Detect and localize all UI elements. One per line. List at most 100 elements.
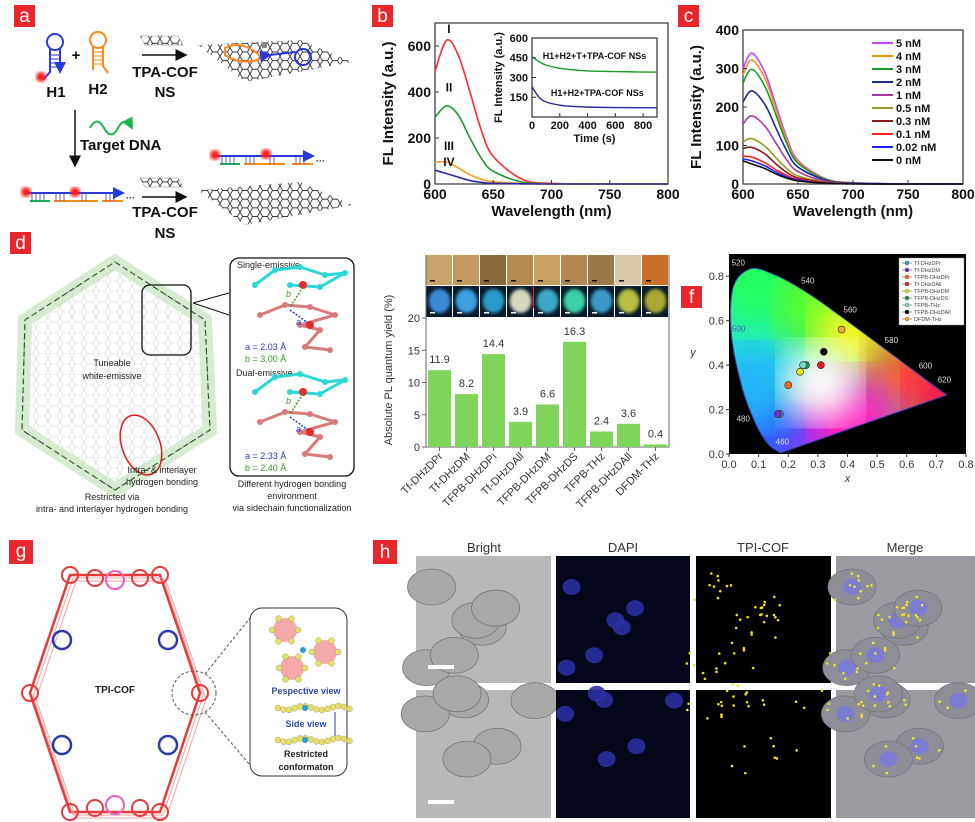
cof-signal bbox=[760, 613, 764, 616]
cof-signal bbox=[895, 605, 899, 609]
cof-signal bbox=[734, 626, 738, 630]
cof-signal bbox=[687, 702, 690, 706]
scale-bar bbox=[430, 280, 435, 282]
atom bbox=[287, 282, 293, 288]
wavelength-label: 580 bbox=[885, 336, 899, 345]
cof-signal bbox=[872, 682, 876, 686]
atom bbox=[257, 419, 263, 425]
x-tick-label: 800 bbox=[951, 186, 975, 202]
atom bbox=[342, 270, 348, 276]
core-ring bbox=[105, 795, 125, 815]
cof-signal bbox=[730, 764, 734, 768]
panel-label-b: b bbox=[377, 6, 388, 27]
single-emissive-label: Single-emissive bbox=[237, 260, 300, 270]
phenyl-ring bbox=[21, 684, 39, 702]
series-line-1 bbox=[531, 55, 658, 73]
legend-label: 0.5 nM bbox=[896, 103, 930, 115]
legend-label: Tf-DHzDM bbox=[914, 268, 940, 274]
bright-field-image bbox=[561, 255, 587, 285]
reagent-label-bottom-ns: NS bbox=[155, 225, 176, 242]
molecule-single-emissive: ba bbox=[252, 264, 348, 353]
nucleus bbox=[836, 705, 855, 722]
x-tick-label: 600 bbox=[423, 186, 447, 202]
phenyl-ring bbox=[131, 799, 149, 817]
legend-label: 4 nM bbox=[896, 51, 921, 63]
cof-signal bbox=[723, 661, 727, 665]
phenyl-ring bbox=[61, 566, 79, 584]
cof-signal bbox=[692, 663, 696, 667]
legend-label: TFPB-DHzDPr bbox=[914, 275, 950, 281]
scale-bar bbox=[511, 280, 516, 282]
cof-signal bbox=[920, 603, 924, 607]
nucleus bbox=[556, 705, 575, 722]
legend-label: 5 nM bbox=[896, 38, 921, 50]
y-tick-label: 0.2 bbox=[709, 405, 724, 417]
nucleus bbox=[869, 685, 888, 702]
legend-marker bbox=[904, 267, 910, 273]
cof-signal bbox=[911, 736, 915, 740]
point-TFPB-THz bbox=[799, 361, 807, 369]
atom bbox=[317, 327, 323, 333]
chart-c-concentration-spectra: 600 650 700 750 800 0 100 200 300 400 Wavelength (… bbox=[688, 22, 975, 220]
cof-signal bbox=[693, 598, 697, 602]
atom bbox=[322, 272, 328, 278]
cof-signal bbox=[914, 613, 918, 617]
tuneable-label: Tuneable bbox=[93, 358, 130, 368]
cof-signal bbox=[857, 579, 861, 582]
phenyl-ring bbox=[151, 803, 169, 821]
bar-value-label: 3.9 bbox=[513, 406, 528, 418]
reagent-label-bottom: TPA-COF bbox=[132, 204, 198, 221]
nucleus bbox=[597, 751, 616, 768]
cell bbox=[429, 636, 479, 674]
scale-bar bbox=[592, 280, 597, 282]
cell bbox=[432, 675, 482, 713]
legend-marker bbox=[904, 302, 910, 308]
cof-signal bbox=[773, 756, 777, 760]
x-tick-label: 600 bbox=[606, 120, 624, 132]
cof-signal bbox=[904, 620, 908, 624]
micrograph-tpi-cof-2 bbox=[686, 682, 831, 818]
y-tick-label: 450 bbox=[510, 53, 528, 65]
target-dna-label: Target DNA bbox=[80, 137, 162, 154]
cof-signal bbox=[778, 603, 781, 607]
cof-signal bbox=[873, 695, 877, 698]
cof-signal bbox=[772, 744, 775, 748]
cof-signal bbox=[907, 614, 910, 618]
scale-bar bbox=[430, 312, 435, 314]
nucleus bbox=[837, 659, 856, 676]
nucleus bbox=[879, 751, 898, 768]
x-tick-label: 0.5 bbox=[869, 459, 884, 471]
cof-signal bbox=[855, 670, 859, 674]
micrograph-merge-1 bbox=[822, 556, 975, 687]
cof-signal bbox=[877, 684, 881, 688]
x-tick-label: 650 bbox=[482, 186, 506, 202]
panel-label-a: a bbox=[19, 6, 30, 27]
y-tick-label: 100 bbox=[716, 137, 740, 153]
legend-marker bbox=[904, 295, 910, 301]
bright-field-image bbox=[642, 255, 668, 285]
atom bbox=[272, 267, 278, 273]
y-axis-title: y bbox=[689, 347, 697, 359]
y-tick-label: 400 bbox=[408, 84, 432, 100]
cof-signal bbox=[736, 684, 740, 688]
column-header-bright: Bright bbox=[467, 540, 501, 555]
legend-marker bbox=[904, 309, 910, 315]
legend: Tf-DHzDPrTf-DHzDMTFPB-DHzDPrTf-DHzDAllTF… bbox=[898, 257, 965, 326]
x-tick-label: 0 bbox=[529, 120, 535, 132]
plus-sign: + bbox=[72, 47, 81, 64]
cof-signal bbox=[743, 771, 747, 775]
cell bbox=[400, 695, 450, 733]
atom bbox=[317, 284, 323, 290]
cof-signal bbox=[742, 649, 746, 652]
cof-signal bbox=[915, 595, 918, 599]
cof-signal bbox=[729, 584, 733, 587]
nucleus bbox=[606, 612, 625, 629]
caption-left-line-2: intra- and interlayer hydrogen bonding bbox=[36, 504, 188, 514]
caption-right-line-1: Different hydrogen bonding bbox=[238, 479, 346, 489]
bar-value-label: 6.6 bbox=[540, 388, 555, 400]
cof-signal bbox=[856, 667, 859, 670]
bar-TFPB-THz bbox=[590, 431, 613, 447]
cof-signal bbox=[883, 649, 887, 652]
bar-TFPB-DHzDM bbox=[536, 404, 559, 447]
cof-signal bbox=[720, 715, 723, 719]
